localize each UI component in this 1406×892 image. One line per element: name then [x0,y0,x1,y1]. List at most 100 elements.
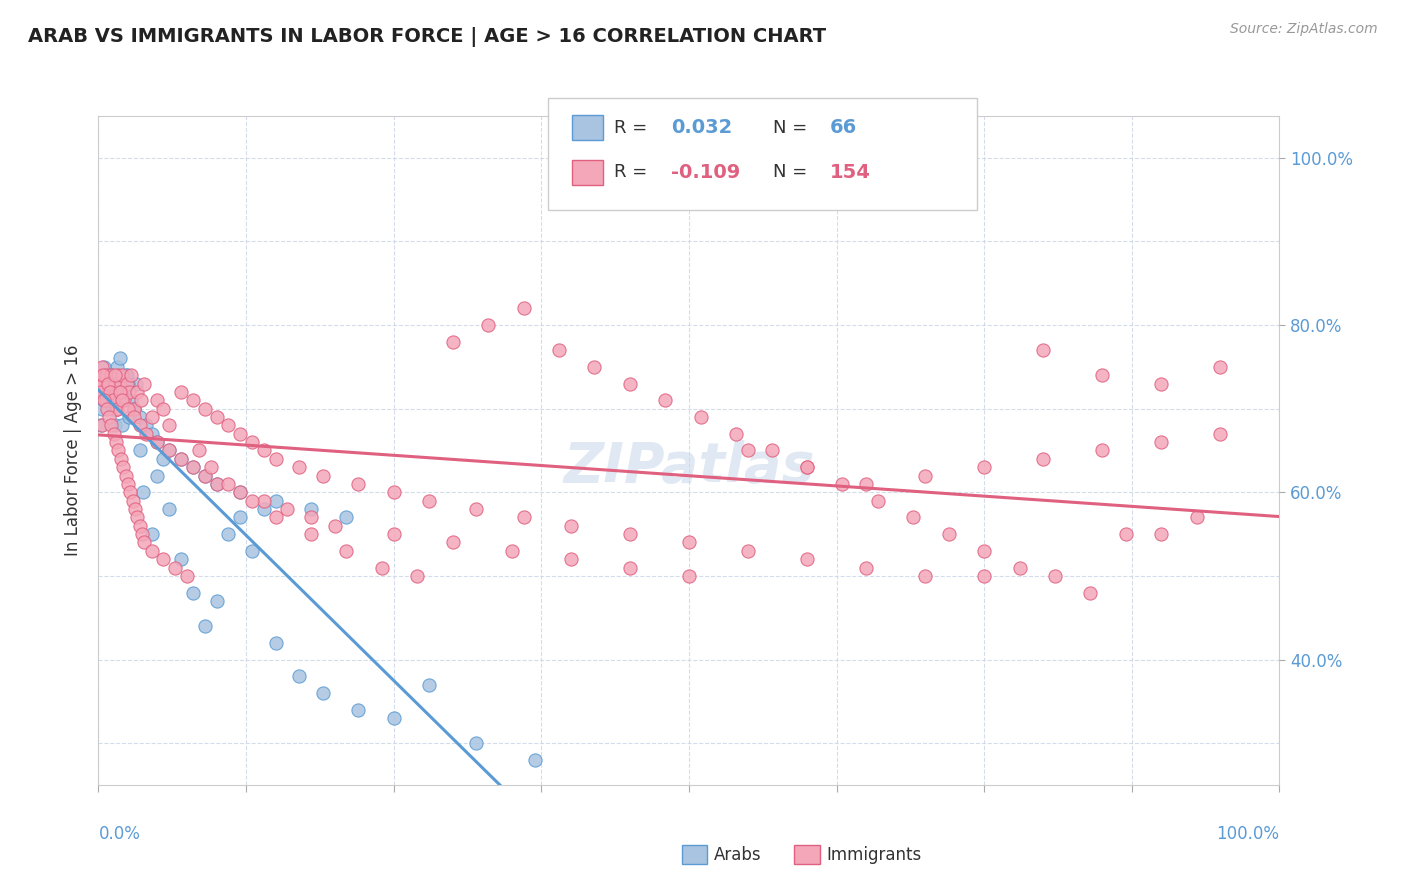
Point [120,485,142,500]
Point [465,502,488,516]
Point [347,703,370,717]
Point [619,560,641,574]
Point [124,502,146,516]
Point [97,384,120,399]
Point [89,376,111,391]
Point [737,543,759,558]
Point [128,410,150,425]
Point [831,476,853,491]
Point [94,393,117,408]
Point [115,376,138,391]
Point [441,334,464,349]
Point [94,368,117,383]
Point [107,443,129,458]
Point [973,543,995,558]
Text: R =: R = [614,119,654,136]
Point [181,585,204,599]
Point [107,376,129,391]
Point [501,543,523,558]
Point [103,426,125,441]
Point [264,493,287,508]
Point [112,460,135,475]
Point [477,318,499,332]
Point [1150,376,1173,391]
Text: 0.032: 0.032 [671,118,733,137]
Point [91,359,114,374]
Point [146,435,169,450]
Point [90,418,112,433]
Point [796,460,818,475]
Point [418,678,440,692]
Point [146,435,169,450]
Text: 66: 66 [830,118,856,137]
Point [406,569,429,583]
Point [170,552,193,566]
Point [128,443,150,458]
Point [98,384,121,399]
Point [276,502,298,516]
Point [524,753,547,767]
Point [122,401,145,416]
Point [100,368,122,383]
Point [108,384,131,399]
Point [134,535,156,549]
Point [98,393,121,408]
Point [105,359,128,374]
Point [90,368,112,383]
Point [105,401,128,416]
Point [96,393,118,408]
Point [98,410,121,425]
Point [111,368,134,383]
Point [170,384,193,399]
Point [98,376,121,391]
Point [217,418,239,433]
Text: 154: 154 [830,162,870,182]
Point [205,476,228,491]
Point [903,510,925,524]
Point [152,451,174,466]
Point [91,418,114,433]
Point [560,552,582,566]
Point [382,711,405,725]
Point [135,426,157,441]
Point [205,594,228,608]
Point [240,493,263,508]
Point [101,401,124,416]
Point [93,359,115,374]
Text: R =: R = [614,163,654,181]
Point [855,560,877,574]
Point [914,468,936,483]
Point [1008,560,1031,574]
Point [194,468,217,483]
Point [205,476,228,491]
Point [170,451,193,466]
Point [1091,443,1114,458]
Point [866,493,889,508]
Point [128,418,150,433]
Text: 100.0%: 100.0% [1216,825,1279,843]
Point [127,384,149,399]
Point [217,476,239,491]
Point [181,393,204,408]
Point [194,401,217,416]
Point [347,476,370,491]
Point [229,426,252,441]
Point [125,376,148,391]
Point [110,384,132,399]
Point [122,401,145,416]
Text: ZIPatlas: ZIPatlas [564,440,814,494]
Point [91,401,114,416]
Point [1080,585,1102,599]
Point [121,493,143,508]
Point [1209,426,1232,441]
Point [91,376,114,391]
Point [101,384,124,399]
Point [141,426,163,441]
Point [118,384,141,399]
Point [619,376,641,391]
Point [122,401,145,416]
Point [288,669,311,683]
Y-axis label: In Labor Force | Age > 16: In Labor Force | Age > 16 [65,344,83,557]
Point [103,393,125,408]
Point [1091,368,1114,383]
